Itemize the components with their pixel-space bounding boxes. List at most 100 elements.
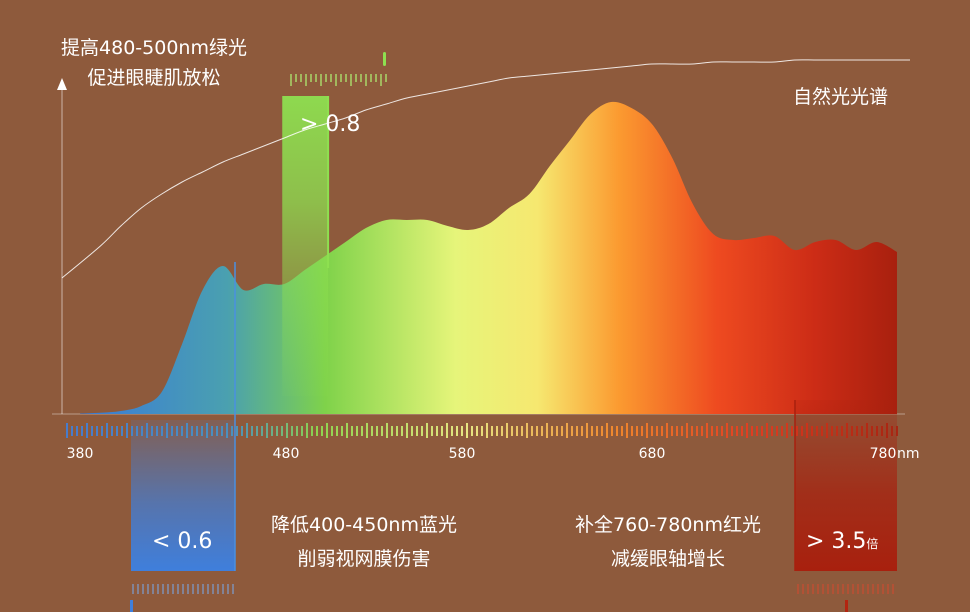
spectrum-tick xyxy=(656,426,658,436)
natural-light-line xyxy=(61,59,910,279)
blue-bottom-tick xyxy=(137,584,139,594)
spectrum-tick xyxy=(426,423,428,438)
spectrum-tick xyxy=(286,423,288,438)
red-bottom-tick xyxy=(837,584,839,594)
blue-bottom-tick xyxy=(167,584,169,594)
spectrum-tick xyxy=(276,426,278,436)
spectrum-tick xyxy=(601,426,603,436)
spectrum-tick xyxy=(436,426,438,436)
blue-box-value: < 0.6 xyxy=(152,529,213,554)
spectrum-tick xyxy=(176,426,178,436)
spectrum-tick xyxy=(451,426,453,436)
green-top-tick xyxy=(330,74,332,82)
spectrum-tick xyxy=(706,423,708,438)
spectrum-tick xyxy=(331,426,333,436)
green-top-tick xyxy=(290,74,292,86)
green-top-tick xyxy=(325,74,327,82)
spectrum-tick xyxy=(526,423,528,438)
spectrum-tick xyxy=(896,426,898,436)
spectrum-tick xyxy=(296,426,298,436)
blue-callout-line-1: 降低400-450nm蓝光 xyxy=(271,514,457,536)
spectrum-tick xyxy=(606,423,608,438)
spectrum-tick xyxy=(206,423,208,438)
spectrum-tick xyxy=(416,426,418,436)
spectrum-tick xyxy=(231,426,233,436)
spectrum-tick xyxy=(486,423,488,438)
spectrum-tick xyxy=(716,426,718,436)
spectrum-tick xyxy=(661,426,663,436)
spectrum-tick xyxy=(261,426,263,436)
spectrum-tick xyxy=(881,426,883,436)
spectrum-tick xyxy=(876,426,878,436)
natural-curve-label: 自然光光谱 xyxy=(793,86,889,108)
spectrum-tick xyxy=(731,426,733,436)
red-bottom-tick xyxy=(867,584,869,594)
spectrum-tick xyxy=(841,426,843,436)
red-bottom-tick xyxy=(852,584,854,594)
spectrum-tick xyxy=(306,423,308,438)
spectrum-tick xyxy=(501,426,503,436)
spectrum-tick xyxy=(146,423,148,438)
red-callout-line-2: 减缓眼轴增长 xyxy=(610,548,725,570)
spectrum-tick xyxy=(221,426,223,436)
red-bottom-tick xyxy=(872,584,874,594)
spectrum-tick xyxy=(456,426,458,436)
spectrum-tick xyxy=(386,423,388,438)
spectrum-tick xyxy=(761,426,763,436)
spectrum-tick xyxy=(671,426,673,436)
spectrum-tick xyxy=(691,426,693,436)
spectrum-tick xyxy=(566,423,568,438)
spectrum-tick xyxy=(831,426,833,436)
spectrum-tick xyxy=(106,423,108,438)
spectrum-tick xyxy=(736,426,738,436)
spectrum-tick xyxy=(521,426,523,436)
spectrum-tick xyxy=(301,426,303,436)
spectrum-tick xyxy=(551,426,553,436)
red-bottom-tick xyxy=(847,584,849,594)
spectrum-tick xyxy=(126,423,128,438)
spectrum-tick xyxy=(771,426,773,436)
spectrum-tick xyxy=(201,426,203,436)
spectrum-tick xyxy=(751,426,753,436)
blue-bottom-tick xyxy=(192,584,194,594)
spectrum-fill xyxy=(80,101,897,414)
spectrum-tick xyxy=(586,423,588,438)
x-tick-label: 480 xyxy=(272,446,300,462)
spectrum-tick xyxy=(166,423,168,438)
spectrum-tick xyxy=(121,426,123,436)
red-bottom-tick xyxy=(807,584,809,594)
spectrum-tick xyxy=(346,423,348,438)
tick-strip xyxy=(66,74,898,594)
spectrum-tick xyxy=(401,426,403,436)
spectrum-tick xyxy=(611,426,613,436)
spectrum-tick xyxy=(506,423,508,438)
blue-bottom-tick xyxy=(177,584,179,594)
spectrum-area xyxy=(80,101,897,414)
spectrum-tick xyxy=(406,423,408,438)
spectrum-tick xyxy=(361,426,363,436)
spectrum-tick xyxy=(356,426,358,436)
blue-marker-pill xyxy=(130,600,133,612)
blue-bottom-tick xyxy=(132,584,134,594)
red-bottom-tick xyxy=(857,584,859,594)
spectrum-tick xyxy=(811,426,813,436)
spectrum-tick xyxy=(71,426,73,436)
spectrum-tick xyxy=(681,426,683,436)
spectrum-tick xyxy=(481,426,483,436)
green-highlight-box xyxy=(282,96,329,396)
spectrum-tick xyxy=(101,426,103,436)
spectrum-tick xyxy=(431,426,433,436)
green-top-tick xyxy=(305,74,307,86)
x-tick-label: 580 xyxy=(448,446,476,462)
chart-title-line-2: 促进眼睫肌放松 xyxy=(87,67,221,89)
spectrum-tick xyxy=(376,426,378,436)
spectrum-tick xyxy=(646,423,648,438)
spectrum-tick xyxy=(721,426,723,436)
blue-bottom-tick xyxy=(197,584,199,594)
spectrum-tick xyxy=(76,426,78,436)
red-bottom-tick xyxy=(892,584,894,594)
spectrum-tick xyxy=(236,426,238,436)
spectrum-tick xyxy=(541,426,543,436)
spectrum-tick xyxy=(741,426,743,436)
